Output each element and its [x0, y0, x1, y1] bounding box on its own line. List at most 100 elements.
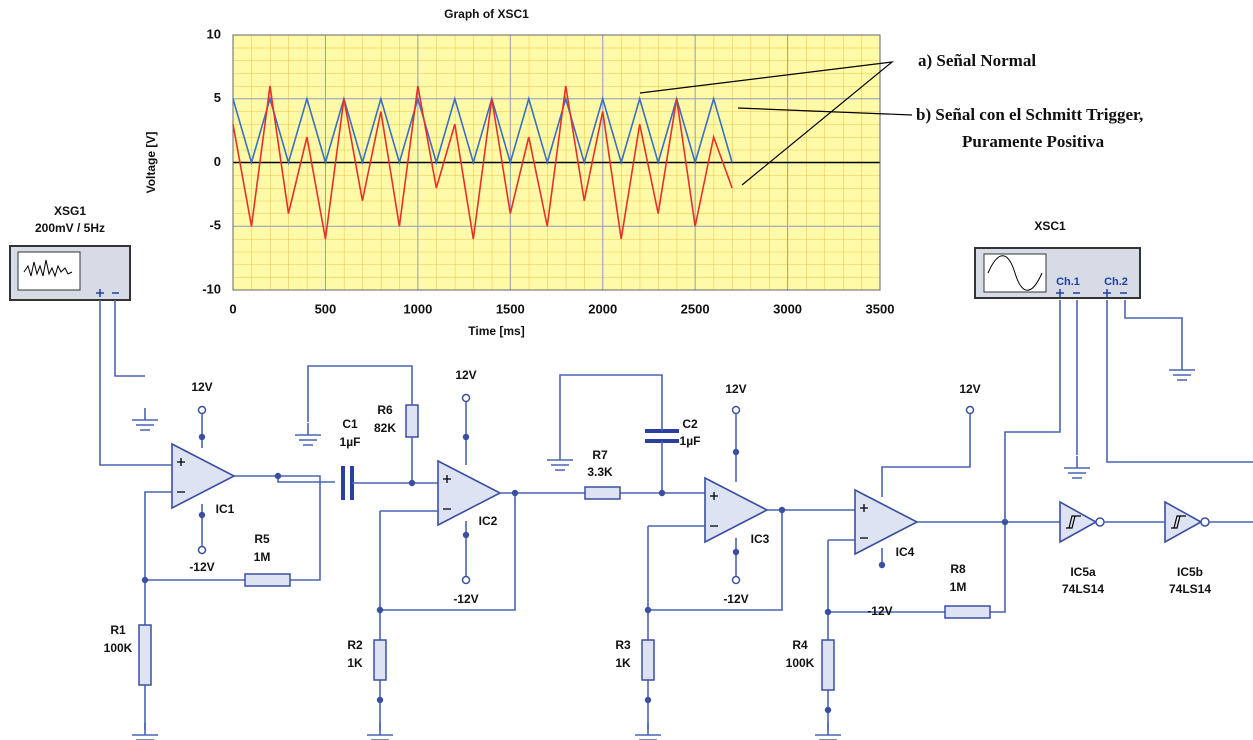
- junction: [408, 479, 416, 487]
- junction: [274, 472, 282, 480]
- hysteresis: [1171, 515, 1186, 529]
- pins: [96, 289, 119, 297]
- label: C2: [682, 417, 698, 431]
- label: -12V: [189, 560, 214, 574]
- label: 12V: [191, 380, 212, 394]
- wire: [379, 400, 705, 730]
- label: 1K: [615, 656, 631, 670]
- junction: [778, 506, 786, 514]
- label: 1K: [347, 656, 363, 670]
- ground: [1064, 456, 1090, 479]
- ground: [132, 723, 158, 740]
- label: Ch.2: [1104, 276, 1128, 288]
- wire: [827, 412, 1060, 730]
- junction: [824, 608, 832, 616]
- label: R6: [377, 403, 393, 417]
- noise-trace: [23, 259, 73, 278]
- label: 12V: [959, 382, 980, 396]
- label: 82K: [374, 421, 396, 435]
- junction: [198, 433, 206, 441]
- label: -5: [209, 218, 221, 233]
- series-line: [232, 95, 733, 166]
- label: 12V: [455, 368, 476, 382]
- op-amp: [704, 476, 769, 544]
- inverter-bubble: [1200, 517, 1210, 527]
- wire: [307, 365, 413, 483]
- wire: [559, 374, 663, 493]
- ground: [815, 723, 841, 740]
- ground: [367, 723, 393, 740]
- hysteresis: [1066, 515, 1081, 529]
- label: 3500: [866, 301, 895, 316]
- supply-pin: [197, 405, 207, 415]
- label: 2000: [588, 301, 617, 316]
- label: Voltage [V]: [144, 132, 158, 194]
- label: a) Señal Normal: [918, 51, 1036, 70]
- junction: [732, 448, 740, 456]
- label: IC4: [896, 545, 915, 559]
- label: 0: [214, 154, 221, 169]
- capacitor: [341, 466, 354, 500]
- series-line: [232, 85, 733, 240]
- label: R1: [110, 623, 126, 637]
- supply-pin: [731, 405, 741, 415]
- label: R8: [950, 562, 966, 576]
- label: 3000: [773, 301, 802, 316]
- resistor: [821, 639, 835, 691]
- label: Graph of XSC1: [444, 7, 529, 21]
- label: R4: [792, 638, 808, 652]
- label: 1000: [403, 301, 432, 316]
- op-amp: [171, 442, 236, 510]
- leader: [639, 61, 913, 186]
- label: Ch.1: [1056, 276, 1080, 288]
- junction: [658, 489, 666, 497]
- label: 10: [207, 26, 221, 41]
- label: b) Señal con el Schmitt Trigger,: [916, 105, 1143, 124]
- label: 1500: [496, 301, 525, 316]
- supply-pin: [731, 575, 741, 585]
- op-amp-signs: [710, 492, 718, 527]
- resistor: [244, 573, 291, 587]
- label: 500: [315, 301, 337, 316]
- resistor: [138, 624, 152, 686]
- label: XSC1: [1034, 219, 1066, 233]
- label: Time [ms]: [468, 324, 524, 338]
- junction: [511, 489, 519, 497]
- supply-pin: [461, 393, 471, 403]
- label: R3: [615, 638, 631, 652]
- sine-trace: [987, 255, 1043, 291]
- junction: [376, 696, 384, 704]
- junction: [462, 433, 470, 441]
- supply-pin: [461, 575, 471, 585]
- label: 5: [214, 90, 221, 105]
- label: Puramente Positiva: [962, 132, 1105, 151]
- label: 0: [229, 301, 236, 316]
- ground: [295, 423, 321, 446]
- label: 1M: [254, 550, 271, 564]
- resistor: [405, 404, 419, 438]
- junction: [878, 561, 886, 569]
- ground: [132, 408, 158, 431]
- junction: [376, 606, 384, 614]
- label: 74LS14: [1062, 582, 1104, 596]
- label: R2: [347, 638, 363, 652]
- label: 1µF: [680, 434, 701, 448]
- wire: [1004, 300, 1253, 522]
- label: C1: [342, 417, 358, 431]
- label: 12V: [725, 382, 746, 396]
- label: R7: [592, 448, 608, 462]
- wire: [114, 300, 145, 377]
- op-amp: [854, 488, 919, 556]
- resistor: [584, 486, 621, 500]
- resistor: [944, 605, 991, 619]
- resistor: [641, 639, 655, 681]
- inverter: [1059, 500, 1098, 544]
- label: XSG1: [54, 204, 86, 218]
- wire: [99, 300, 172, 466]
- ground: [1169, 358, 1195, 381]
- inverter-bubble: [1095, 517, 1105, 527]
- junction: [141, 576, 149, 584]
- label: IC5b: [1177, 565, 1203, 579]
- label: 3.3K: [587, 465, 613, 479]
